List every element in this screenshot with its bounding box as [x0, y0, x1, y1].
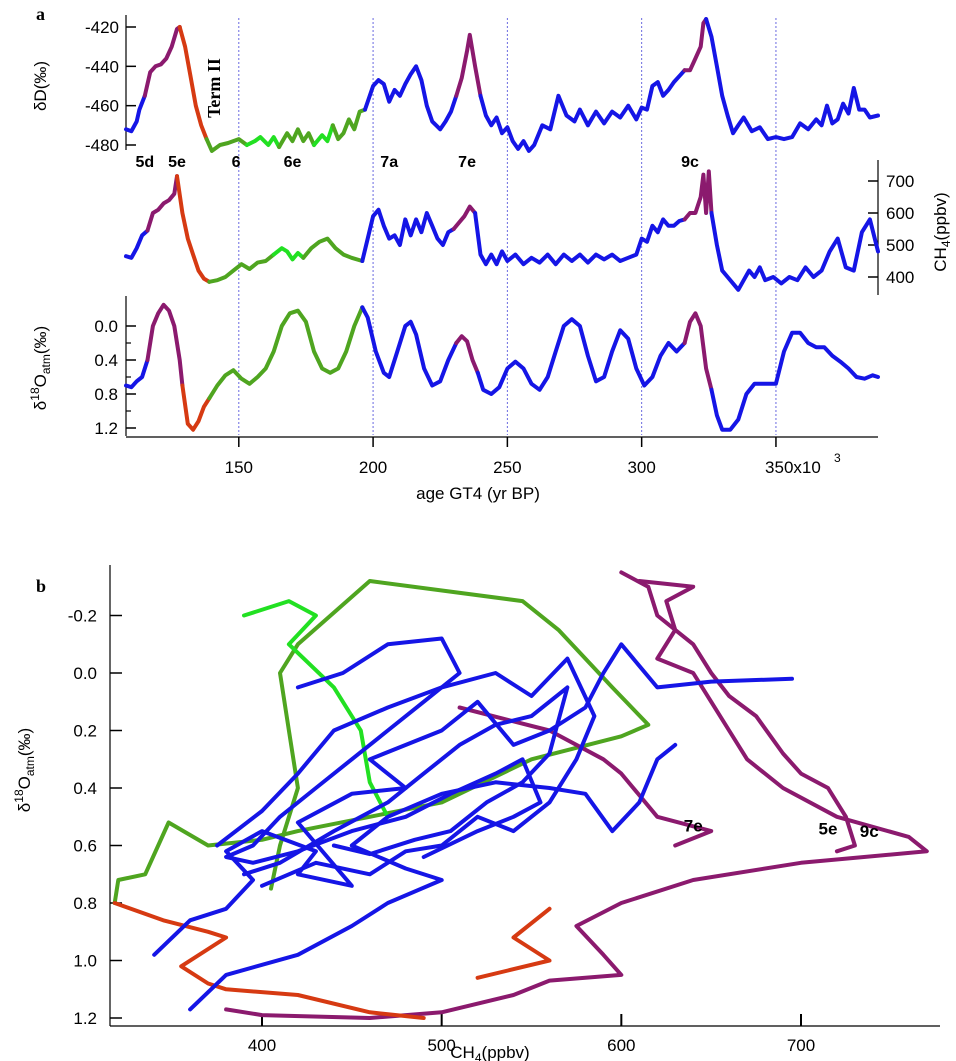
- b-x-tick-label: 400: [248, 1036, 276, 1055]
- deltaD-segment-12: [704, 17, 880, 142]
- panel-a-d18o-chart: 0.0 0.4 0.8 1.2 δ18Oatm(‰): [28, 296, 880, 438]
- deltaD-segment-6: [312, 123, 335, 147]
- ch4-segment-10: [709, 211, 880, 292]
- b-x-tick-label: 600: [607, 1036, 635, 1055]
- term-ii-annotation: Term II: [204, 58, 224, 118]
- ch4-y-tick-label: 600: [886, 204, 914, 223]
- panel-a-label: a: [36, 4, 45, 24]
- age-x-tick-label: 200: [359, 458, 387, 477]
- ch4-y-tick-label: 400: [886, 268, 914, 287]
- d18o-segment-0: [124, 358, 150, 390]
- b-segment-11: [188, 742, 678, 1012]
- b-segment-1: [242, 599, 390, 819]
- deltaD-y-tick-label: -460: [85, 97, 119, 116]
- stage-label-5d: 5d: [135, 154, 154, 171]
- stage-label-6e: 6e: [284, 154, 302, 171]
- deltaD-segment-2: [177, 25, 209, 142]
- b-y-tick-label: -0.2: [68, 607, 97, 626]
- deltaD-y-tick-label: -480: [85, 136, 119, 155]
- ch4-segment-5: [301, 236, 365, 263]
- ch4-segment-3: [207, 252, 276, 284]
- ch4-segment-1: [145, 174, 179, 233]
- ch4-segment-7: [451, 204, 478, 231]
- b-y-tick-label: 1.2: [73, 1009, 97, 1028]
- b-y-tick-label: 0.8: [73, 894, 97, 913]
- d18o-segment-8: [709, 330, 880, 432]
- b-segment-9: [242, 685, 570, 877]
- age-x-tick-label: 150: [225, 458, 253, 477]
- deltaD-segment-7: [330, 107, 367, 142]
- age-x-tick-label: 300: [627, 458, 655, 477]
- deltaD-y-tick-label: -440: [85, 57, 119, 76]
- b-x-tick-label: 500: [427, 1036, 455, 1055]
- b-segment-10: [224, 636, 543, 865]
- d18o-segment-6: [475, 317, 687, 396]
- d18o-segment-3: [207, 305, 365, 401]
- deltaD-segment-5: [277, 127, 316, 149]
- deltaD-segment-11: [682, 17, 709, 73]
- b-x-axis-label: CH4(ppbv): [450, 1043, 529, 1061]
- d18o-segment-1: [145, 302, 185, 388]
- age-x-axis-label: age GT4 (yr BP): [416, 484, 540, 503]
- panel-a-deltaD-chart: -420 -440 -460 -480 δD(‰) Term II 5d 5e 6 6e 7a 7e 9…: [31, 15, 880, 171]
- ch4-segment-0: [124, 228, 150, 260]
- deltaD-y-tick-label: -420: [85, 18, 119, 37]
- deltaD-segment-10: [478, 68, 687, 153]
- b-segment-0: [112, 579, 651, 905]
- ch4-segment-9: [682, 169, 714, 222]
- b-y-tick-label: 0.6: [73, 837, 97, 856]
- b-y-tick-label: 0.4: [73, 779, 97, 798]
- b-x-tick-label: 700: [787, 1036, 815, 1055]
- age-x-tick-label: 350x10: [765, 458, 821, 477]
- ch4-segment-4: [271, 246, 306, 262]
- b-segment-3: [224, 579, 929, 1020]
- b-segment-8: [215, 656, 597, 888]
- panel-a-x-axis: 150 200 250 300 350x10 3 age GT4 (yr BP): [126, 436, 878, 503]
- ch4-segment-8: [473, 211, 687, 267]
- b-segment-6: [475, 906, 552, 980]
- deltaD-segment-4: [244, 135, 282, 149]
- deltaD-y-axis-label: δD(‰): [31, 61, 50, 111]
- d18o-y-axis-label: δ18Oatm(‰): [28, 326, 53, 410]
- d18o-segment-4: [360, 305, 459, 388]
- d18o-y-tick-label: 0.4: [94, 351, 118, 370]
- b-y-tick-label: 0.2: [73, 722, 97, 741]
- b-segment-5: [112, 901, 426, 1020]
- b-series-label-9c: 9c: [860, 822, 879, 841]
- b-y-tick-label: 0.0: [73, 664, 97, 683]
- d18o-segment-2: [180, 383, 212, 432]
- ch4-y-tick-label: 500: [886, 236, 914, 255]
- d18o-y-tick-label: 0.8: [94, 385, 118, 404]
- stage-label-7a: 7a: [380, 154, 398, 171]
- stage-label-5e: 5e: [168, 154, 186, 171]
- b-y-tick-label: 1.0: [73, 952, 97, 971]
- b-series-label-5e: 5e: [818, 819, 837, 838]
- d18o-segment-5: [454, 334, 480, 375]
- b-y-axis-label: δ18Oatm(‰): [12, 728, 37, 812]
- stage-label-9c: 9c: [681, 154, 699, 171]
- ch4-segment-6: [360, 207, 456, 263]
- deltaD-segment-8: [363, 64, 459, 132]
- stage-label-6: 6: [232, 154, 241, 171]
- d18o-y-tick-label: 0.0: [94, 317, 118, 336]
- ch4-y-axis-label: CH4(ppbv): [931, 192, 953, 271]
- b-segment-7: [152, 642, 794, 957]
- d18o-y-tick-label: 1.2: [94, 419, 118, 438]
- ch4-y-tick-label: 700: [886, 172, 914, 191]
- panel-b-chart: -0.2 0.0 0.2 0.4 0.6 0.8 1.0 1.2 400 500 600 700 CH4…: [12, 565, 940, 1061]
- deltaD-segment-1: [142, 25, 182, 98]
- b-series-label-7e: 7e: [684, 816, 703, 835]
- deltaD-segment-9: [454, 32, 483, 98]
- b-segment-4: [619, 570, 857, 854]
- panel-b-label: b: [36, 576, 46, 596]
- panel-a-ch4-chart: 400 500 600 700 CH4(ppbv): [124, 160, 953, 295]
- age-x-tick-label: 250: [493, 458, 521, 477]
- deltaD-segment-0: [124, 93, 147, 134]
- d18o-segment-7: [682, 311, 714, 392]
- deltaD-segment-3: [204, 137, 249, 153]
- ch4-segment-2: [175, 174, 212, 284]
- stage-label-7e: 7e: [458, 154, 476, 171]
- age-x-exponent: 3: [834, 451, 841, 465]
